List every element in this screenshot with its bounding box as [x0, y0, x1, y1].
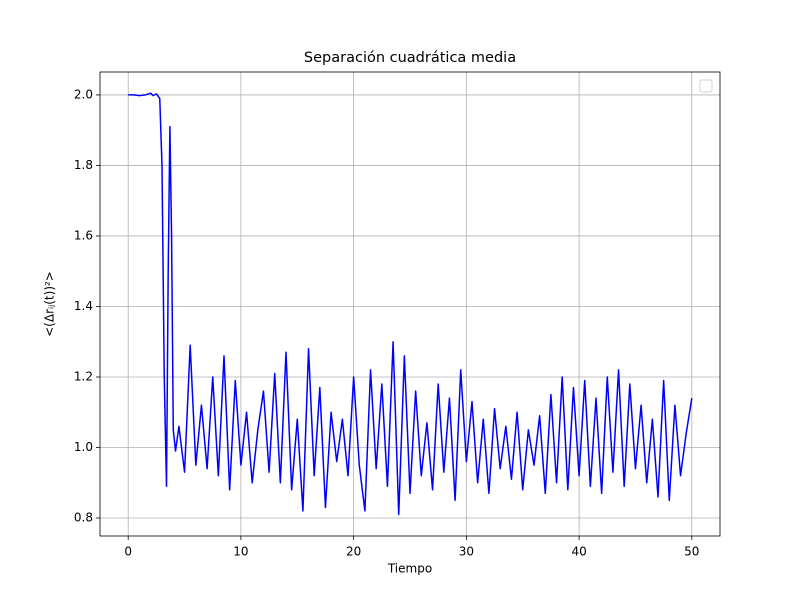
- data-line: [128, 92, 693, 516]
- x-tick-label: 0: [124, 545, 132, 559]
- x-tick-label: 30: [459, 545, 474, 559]
- y-axis-label: <(Δrᵢⱼ(t))²>: [43, 271, 57, 337]
- legend-box: [699, 79, 713, 93]
- y-tick-label: 1.8: [74, 158, 93, 172]
- x-tick-label: 50: [684, 545, 699, 559]
- plot-frame: [99, 71, 721, 537]
- x-tick-label: 10: [233, 545, 248, 559]
- y-tick-label: 1.2: [74, 369, 93, 383]
- y-tick-label: 0.8: [74, 511, 93, 525]
- x-tick-label: 20: [346, 545, 361, 559]
- chart-title: Separación cuadrática media: [304, 50, 516, 66]
- y-tick-label: 2.0: [74, 87, 93, 101]
- y-tick-label: 1.6: [74, 228, 93, 242]
- y-tick-label: 1.0: [74, 440, 93, 454]
- x-axis-label: Tiempo: [387, 562, 432, 576]
- y-tick-label: 1.4: [74, 299, 93, 313]
- x-tick-label: 40: [571, 545, 586, 559]
